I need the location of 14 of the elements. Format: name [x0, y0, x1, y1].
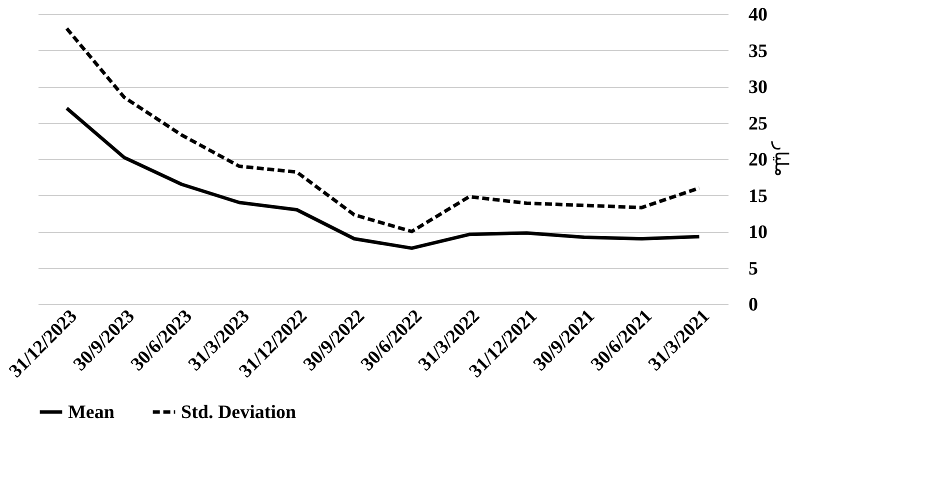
legend-label: Std. Deviation — [181, 402, 296, 423]
y-tick-label: 0 — [748, 294, 758, 316]
y-tick-label: 30 — [748, 77, 768, 98]
y-tick-label: 40 — [748, 4, 768, 26]
y-tick-label: 35 — [748, 40, 768, 62]
line-series — [65, 106, 701, 250]
y-tick-label: 10 — [748, 222, 768, 243]
y-tick-label: 25 — [748, 113, 768, 134]
y-tick-label: 5 — [748, 258, 758, 280]
y-tick-label: 20 — [748, 150, 768, 170]
line-series — [65, 26, 701, 234]
y2-axis-title: مليار — [770, 141, 792, 177]
legend-label: Mean — [68, 402, 115, 423]
y-tick-label: 15 — [748, 186, 768, 207]
